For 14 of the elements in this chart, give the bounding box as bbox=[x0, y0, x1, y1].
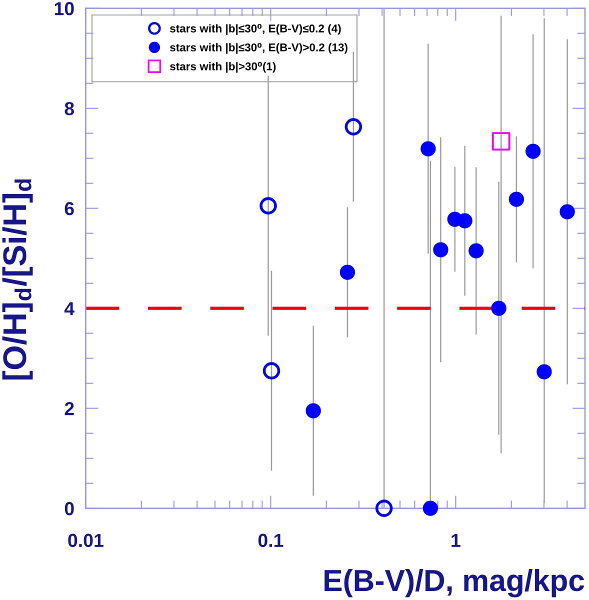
y-axis-title: [O/H]$_{d}$/[Si/H]$_{d}$ bbox=[2, 179, 33, 380]
y-tick-label: 0 bbox=[64, 502, 74, 516]
legend-label: stars with |b|>30⁰(1) bbox=[170, 62, 276, 73]
legend-label: stars with |b|≤30⁰, E(B-V)>0.2 (13) bbox=[170, 42, 348, 54]
y-tick-label: 10 bbox=[54, 2, 74, 16]
y-tick-label: 6 bbox=[64, 202, 74, 216]
x-tick-label: 0.01 bbox=[68, 534, 104, 548]
y-tick-label: 2 bbox=[64, 402, 74, 416]
x-axis-title: E(B-V)/D, mag/kpc bbox=[324, 569, 584, 598]
x-tick-label: 0.1 bbox=[258, 534, 284, 548]
y-tick-label: 8 bbox=[64, 102, 74, 116]
y-tick-label: 4 bbox=[64, 302, 74, 316]
x-tick-label: 1 bbox=[452, 534, 460, 547]
legend-label: stars with |b|≤30⁰, E(B-V)≤0.2 (4) bbox=[170, 24, 341, 35]
